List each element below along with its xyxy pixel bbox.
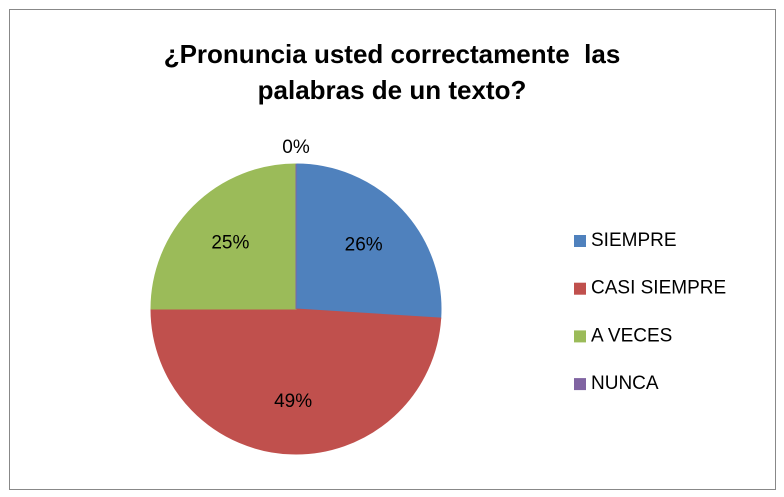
data-label: 26%	[345, 234, 383, 255]
chart-title: ¿Pronuncia usted correctamente las	[164, 39, 621, 69]
legend-swatch	[574, 282, 586, 295]
data-label: 49%	[274, 391, 312, 412]
legend-swatch	[574, 378, 586, 391]
data-label: 0%	[282, 137, 310, 158]
legend-swatch	[574, 330, 586, 343]
pie-slice	[150, 163, 297, 310]
legend-swatch	[574, 235, 586, 247]
legend-label: SIEMPRE	[591, 230, 677, 251]
legend-label: CASI SIEMPRE	[591, 278, 726, 299]
legend-label: NUNCA	[591, 373, 659, 394]
data-label: 25%	[211, 232, 249, 253]
legend-label: A VECES	[591, 325, 672, 346]
chart-title: palabras de un texto?	[258, 75, 527, 105]
pie-slice	[150, 308, 442, 455]
pie-slice	[295, 163, 442, 319]
